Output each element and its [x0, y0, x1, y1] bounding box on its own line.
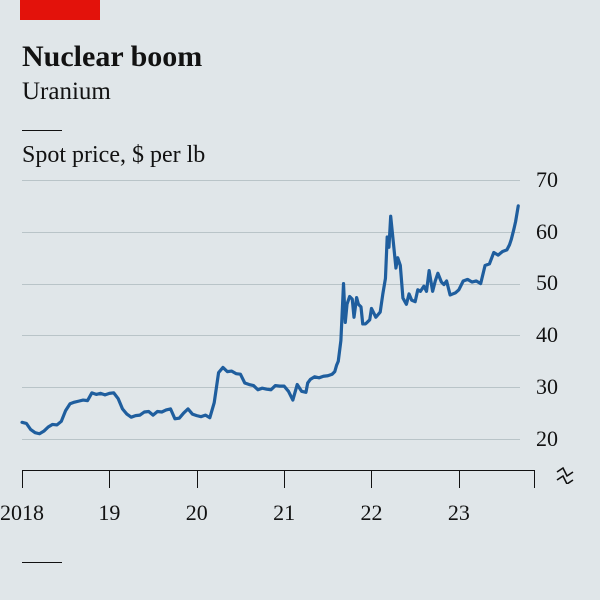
- section-rule-2: [22, 562, 62, 563]
- price-series: [0, 0, 600, 600]
- chart-canvas: Nuclear boomUraniumSpot price, $ per lb2…: [0, 0, 600, 600]
